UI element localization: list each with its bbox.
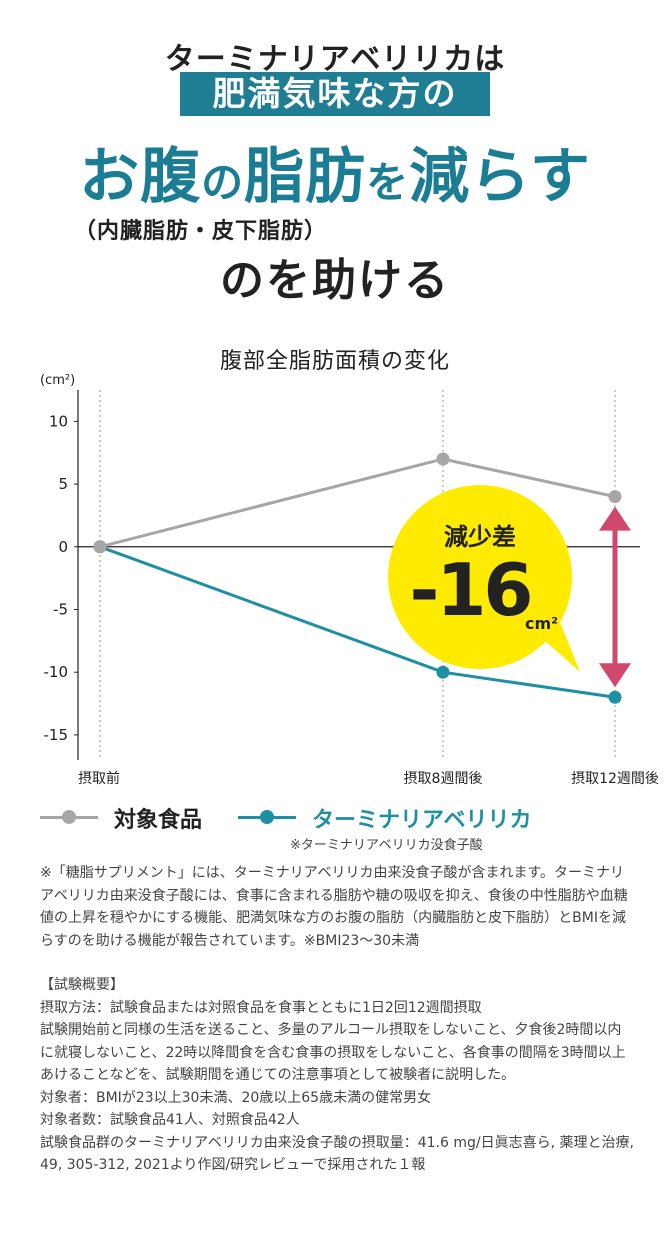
legend-control-marker	[62, 810, 76, 824]
y-tick-label: -10	[44, 663, 69, 681]
trial-source: 試験食品群のターミナリアベリリカ由来没食子酸の摂取量：41.6 mg/日眞志喜ら…	[40, 1134, 634, 1174]
y-tick-label: 5	[58, 475, 68, 493]
series-control-point	[608, 490, 622, 504]
legend-test-note: ※ターミナリアベリリカ没食子酸	[290, 838, 483, 853]
legend-control-label: 対象食品	[114, 808, 203, 833]
callout-label: 減少差	[444, 523, 516, 551]
trial-subjects: 対象者：BMIが23以上30未満、20歳以上65歳未満の健常男女	[40, 1089, 432, 1106]
footnote-para1: ※「糖脂サプリメント」には、ターミナリアベリリカ由来没食子酸が含まれます。ターミ…	[40, 865, 628, 949]
headline-main: お腹の脂肪を減らす	[0, 128, 670, 215]
chart-legend: 対象食品 ターミナリアベリリカ ※ターミナリアベリリカ没食子酸	[40, 800, 640, 856]
chart: (cm²) 10 5 0 -5 -10 -15 摂取前 摂取8週間後 摂取12週間後 減少差-16c…	[40, 373, 659, 787]
x-tick-label: 摂取前	[78, 770, 120, 787]
series-test-point	[436, 665, 450, 679]
y-tick-label: -5	[53, 600, 68, 618]
trial-heading: 【試験概要】	[40, 977, 124, 993]
hero-headline: ターミナリアベリリカは 肥満気味な方の お腹の脂肪を減らす （内臓脂肪・皮下脂肪…	[0, 0, 670, 330]
trial-count: 対象者数：試験食品41人、対照食品42人	[40, 1112, 300, 1128]
callout-unit: cm²	[525, 614, 558, 633]
y-axis-label: (cm²)	[40, 373, 75, 388]
headline-main-word2: 脂肪	[244, 142, 367, 212]
series-test-point	[608, 690, 622, 704]
y-tick-label: 10	[49, 412, 68, 430]
y-tick-label: -15	[44, 726, 69, 744]
legend-test-label: ターミナリアベリリカ	[312, 808, 532, 833]
series-control-point	[436, 452, 450, 466]
series-control-point	[93, 540, 107, 554]
difference-arrow-head-up	[599, 506, 631, 531]
headline-main-word1: お腹	[79, 142, 202, 212]
headline-main-particle1: の	[201, 158, 245, 207]
trial-method: 摂取方法：試験食品または対照食品を食事とともに1日2回12週間摂取	[40, 999, 482, 1016]
y-tick-label: 0	[58, 538, 68, 556]
headline-line1: ターミナリアベリリカは	[164, 42, 506, 77]
chart-title: 腹部全脂肪面積の変化	[219, 349, 450, 374]
x-tick-label: 摂取12週間後	[571, 771, 659, 787]
callout-value: -16	[409, 548, 530, 632]
headline-main-word3: 減らす	[409, 142, 591, 212]
legend-test-marker	[260, 810, 274, 824]
callout-bubble	[388, 485, 572, 669]
difference-arrow-head-down	[599, 663, 631, 688]
headline-subnote: （内臓脂肪・皮下脂肪）	[74, 219, 328, 244]
trial-conditions: 試験開始前と同様の生活を送ること、多量のアルコール摂取をしないこと、夕食後2時間…	[40, 1022, 626, 1083]
headline-main-particle2: を	[366, 158, 410, 207]
headline-band: 肥満気味な方の	[180, 72, 490, 116]
headline-line4: のを助ける	[220, 255, 450, 306]
x-tick-label: 摂取8週間後	[404, 771, 483, 787]
footnotes: ※「糖脂サプリメント」には、ターミナリアベリリカ由来没食子酸が含まれます。ターミ…	[40, 862, 635, 1177]
